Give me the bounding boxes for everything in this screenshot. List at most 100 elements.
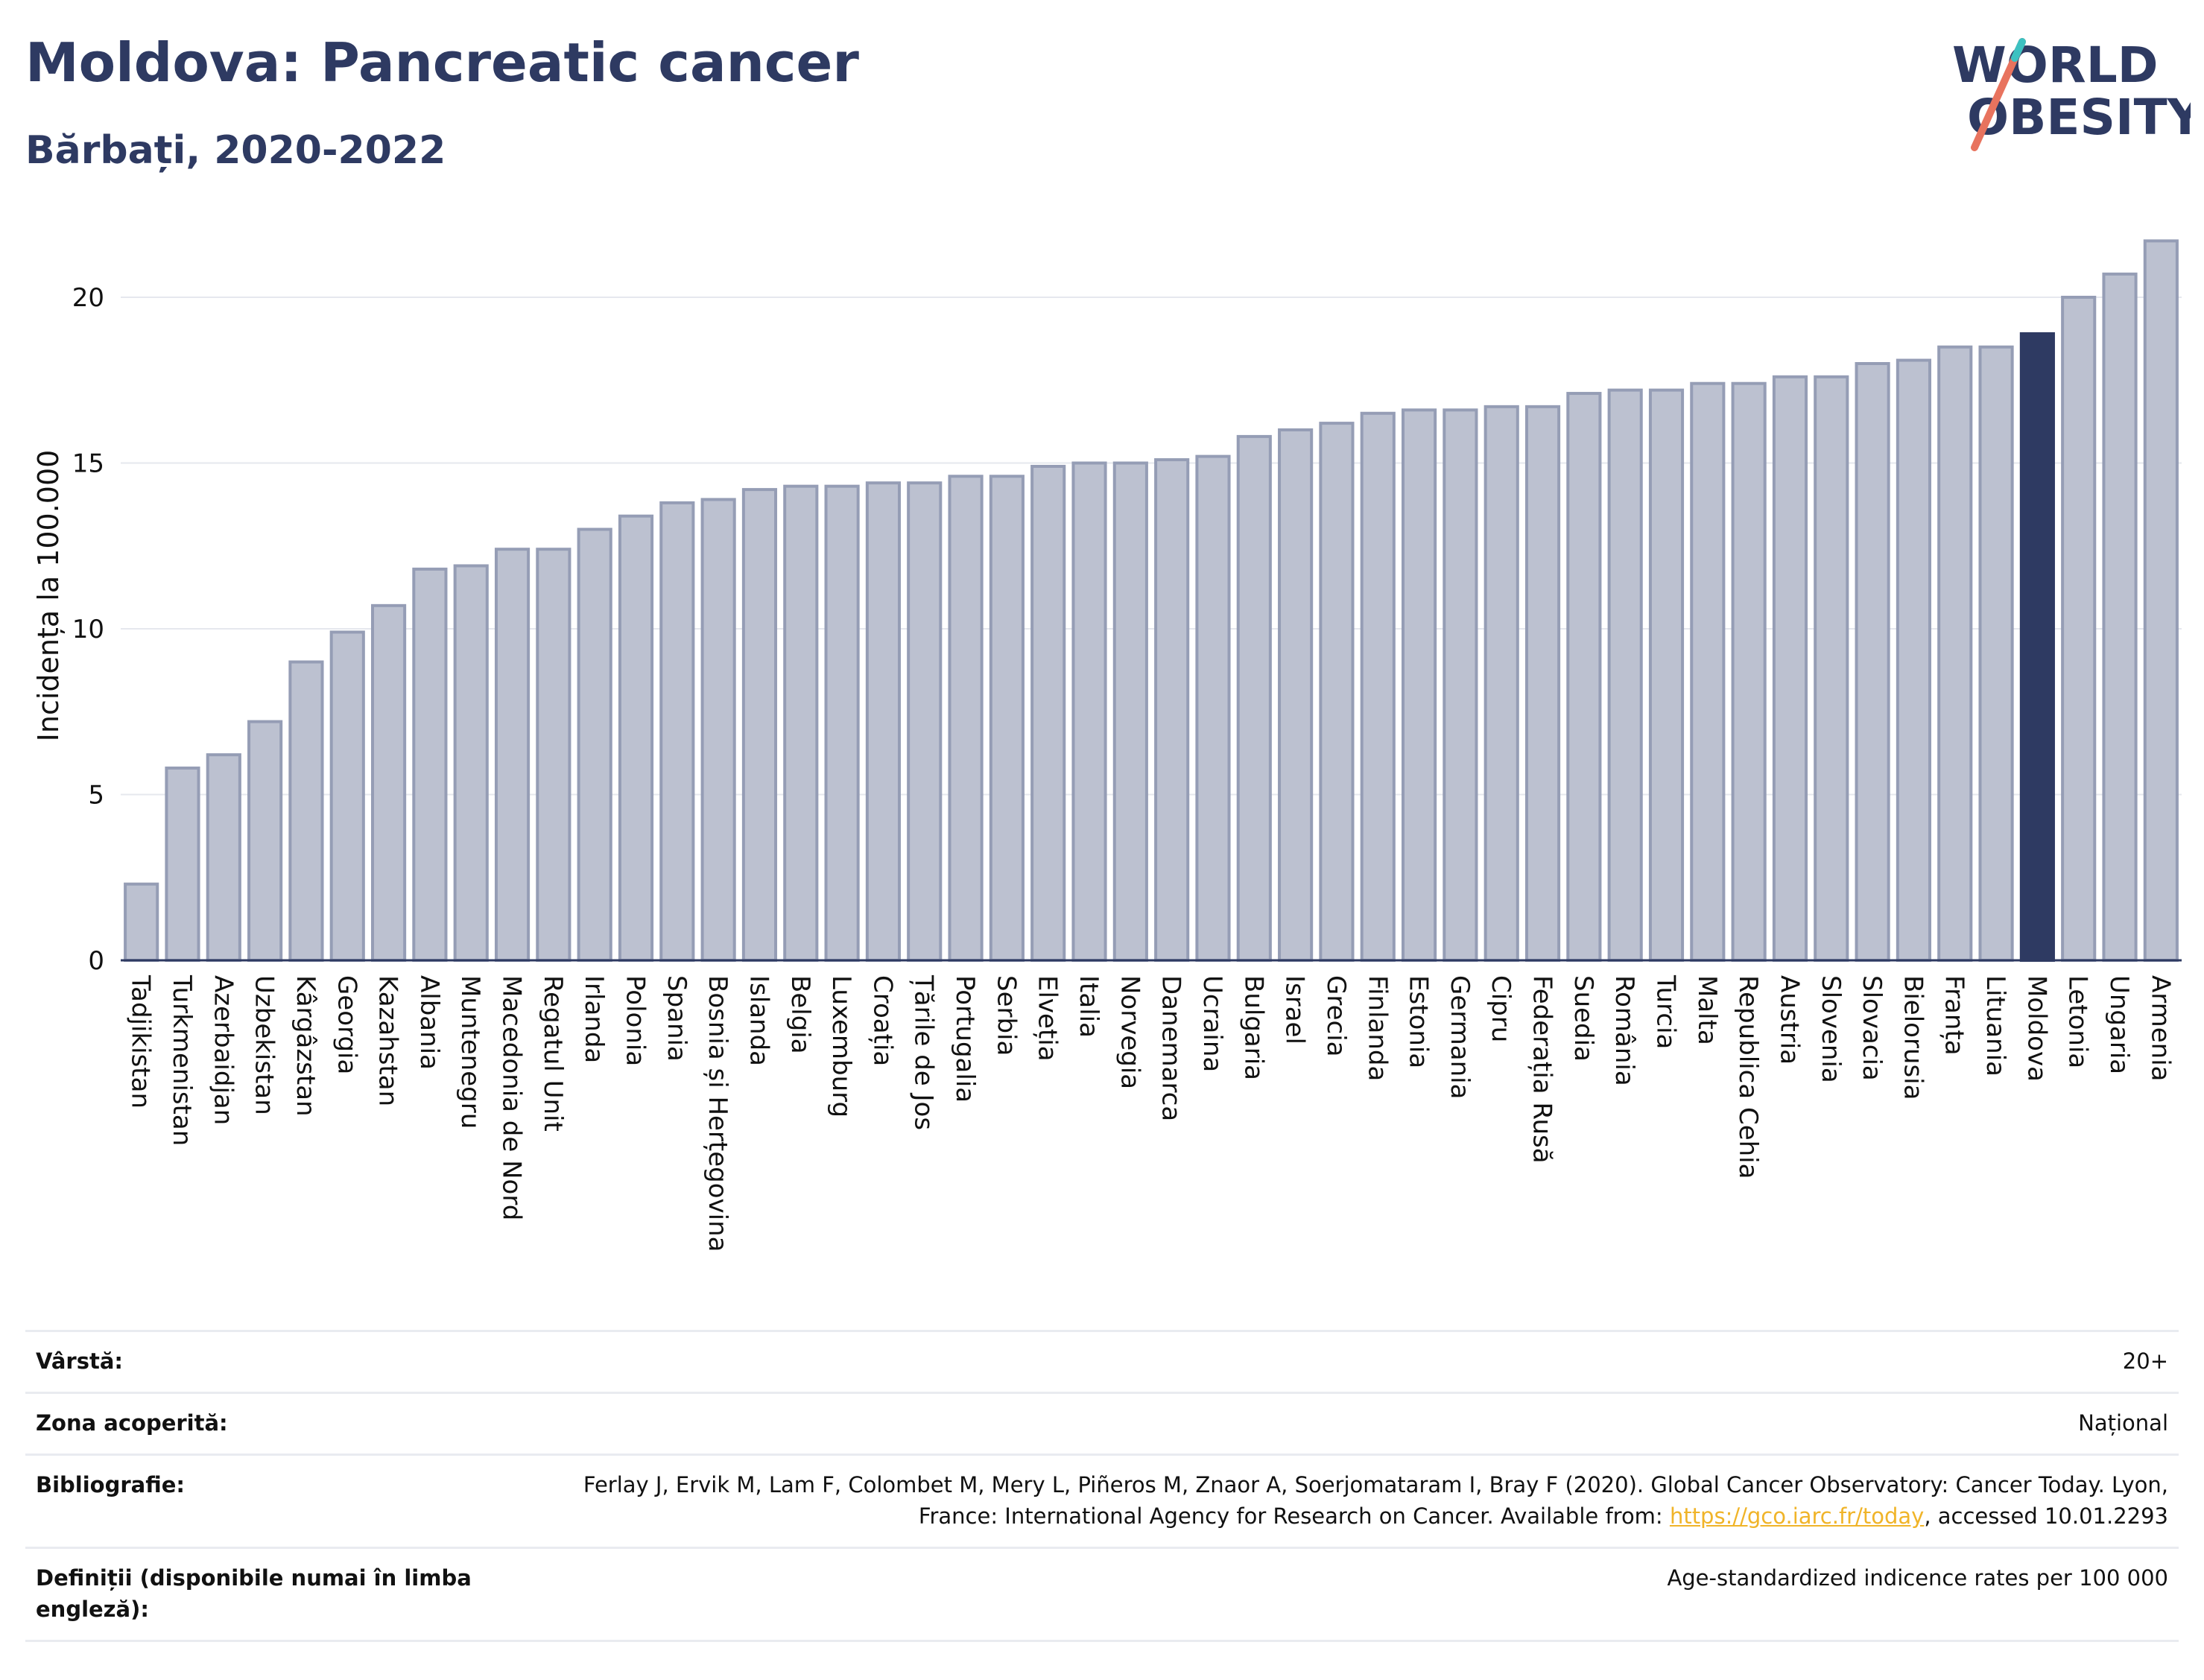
x-tick-label: Norvegia [1115,975,1144,1089]
logo-slash-accent-icon [2011,38,2026,62]
bar-estonia[interactable] [1402,408,1437,962]
bar-muntenegru[interactable] [453,564,489,962]
bar-italia[interactable] [1071,461,1107,962]
bar-tadjikistan[interactable] [124,882,159,963]
bar-bosnia-i-her-egovina[interactable] [700,498,736,962]
definitions-label: Definiții (disponibile numai în limba en… [25,1547,523,1643]
bar-armenia[interactable] [2143,239,2179,963]
bar-uzbekistan[interactable] [247,720,283,962]
bar-elve-ia[interactable] [1030,464,1066,962]
bar-ungaria[interactable] [2102,272,2138,963]
x-tick-label: Ungaria [2104,975,2134,1074]
bar-letonia[interactable] [2061,296,2097,962]
info-row-bibliography: Bibliografie: Ferlay J, Ervik M, Lam F, … [25,1454,2179,1548]
bar-lituania[interactable] [1978,345,2014,962]
bar-bielorusia[interactable] [1896,358,1931,963]
bar-azerbaidjan[interactable] [206,753,241,962]
bar-polonia[interactable] [618,514,654,962]
bar-portugalia[interactable] [948,475,984,962]
x-tick-label: Letonia [2063,975,2093,1068]
bar-bulgaria[interactable] [1236,434,1272,962]
chart-subtitle: Bărbați, 2020-2022 [25,128,446,173]
x-tick-label: Turkmenistan [167,974,197,1146]
bar-georgia[interactable] [329,630,365,962]
info-row-age: Vârstă: 20+ [25,1329,2179,1393]
x-tick-label: Turcia [1651,974,1681,1049]
zone-label: Zona acoperită: [25,1392,523,1455]
bar-suedia[interactable] [1566,392,1602,963]
x-tick-label: Federația Rusă [1527,975,1557,1164]
bar-spania[interactable] [659,501,695,962]
x-tick-label: Republica Cehia [1733,975,1763,1179]
x-tick-label: Bielorusia [1898,975,1928,1100]
bibliography-link[interactable]: https://gco.iarc.fr/today [1669,1503,1925,1530]
bibliography-value: Ferlay J, Ervik M, Lam F, Colombet M, Me… [523,1454,2179,1548]
x-tick-label: Moldova [2021,975,2051,1082]
bar-belgia[interactable] [783,484,819,962]
y-tick-label: 10 [72,615,104,644]
x-tick-label: Irlanda [579,975,609,1063]
x-tick-label: Kazahstan [373,975,403,1106]
bar-chart: 0 5 10 15 20 Tadjikistan Turkmenistan Azerbaid… [32,239,2182,1252]
bar-fran-a[interactable] [1937,345,1973,962]
x-tick-label: Polonia [621,975,650,1066]
bar-danemarca[interactable] [1154,458,1190,962]
logo-text-world: WORLD [1952,37,2159,94]
x-tick-label: Islanda [744,975,773,1066]
x-tick-label: Austria [1774,975,1804,1065]
bar-k-rg-zstan[interactable] [288,660,324,962]
x-tick-label: Estonia [1404,975,1434,1068]
x-tick-label: Muntenegru [455,975,485,1129]
bar-germania[interactable] [1443,408,1478,962]
x-tick-label: Bosnia și Herțegovina [703,975,732,1252]
info-row-zone: Zona acoperită: Național [25,1392,2179,1455]
bar-islanda[interactable] [741,488,778,963]
bar-cipru[interactable] [1483,405,1519,963]
x-tick-label: Macedonia de Nord [497,975,527,1220]
bar-malta[interactable] [1690,381,1726,962]
bar-finlanda[interactable] [1360,411,1396,962]
bar-serbia[interactable] [989,475,1025,962]
x-tick-label: Bulgaria [1238,975,1268,1080]
x-tick-label: Luxemburg [826,975,856,1118]
x-tick-label: Finlanda [1362,975,1392,1081]
bar-albania[interactable] [412,567,448,962]
bar-turcia[interactable] [1648,388,1685,963]
x-tick-label: Israel [1280,975,1310,1045]
bar-rom-nia[interactable] [1607,388,1643,963]
x-tick-label: Armenia [2145,975,2175,1082]
bar-slovenia[interactable] [1814,375,1849,963]
x-tick-label: Uzbekistan [250,975,279,1115]
x-tick-label: Ucraina [1197,975,1227,1072]
bar-grecia[interactable] [1319,422,1355,963]
bar-moldova[interactable] [2019,332,2055,962]
bar-ucraina[interactable] [1195,454,1231,963]
bar-regatul-unit[interactable] [536,548,571,962]
bar-norvegia[interactable] [1112,461,1148,962]
bar-austria[interactable] [1772,375,1808,963]
bar-republica-cehia[interactable] [1731,381,1767,962]
bar-kazahstan[interactable] [371,603,407,962]
age-label: Vârstă: [25,1329,523,1393]
x-tick-label: Georgia [332,975,361,1074]
x-tick-label: Elveția [1033,975,1063,1062]
y-ticks: 0 5 10 15 20 [72,283,104,976]
x-tick-label: Tadjikistan [126,974,156,1109]
info-table: Vârstă: 20+ Zona acoperită: Național Bib… [25,1329,2179,1643]
x-tick-label: Portugalia [950,975,980,1103]
bar-israel[interactable] [1278,428,1314,962]
bar-croa-ia[interactable] [865,481,901,962]
bar--rile-de-jos[interactable] [907,481,943,962]
bar-turkmenistan[interactable] [165,766,200,963]
bar-luxemburg[interactable] [824,484,860,962]
bar-slovacia[interactable] [1855,362,1890,962]
y-tick-label: 0 [88,946,104,976]
x-tick-label: Belgia [785,975,815,1054]
logo-text-obesity: OBESITY [1967,89,2191,146]
bar-irlanda[interactable] [577,527,612,962]
bar-federa-ia-rus-[interactable] [1524,405,1561,963]
x-tick-label: Albania [414,975,444,1070]
x-tick-label: Spania [662,975,691,1062]
y-tick-label: 5 [88,781,104,811]
bar-macedonia-de-nord[interactable] [494,548,531,962]
